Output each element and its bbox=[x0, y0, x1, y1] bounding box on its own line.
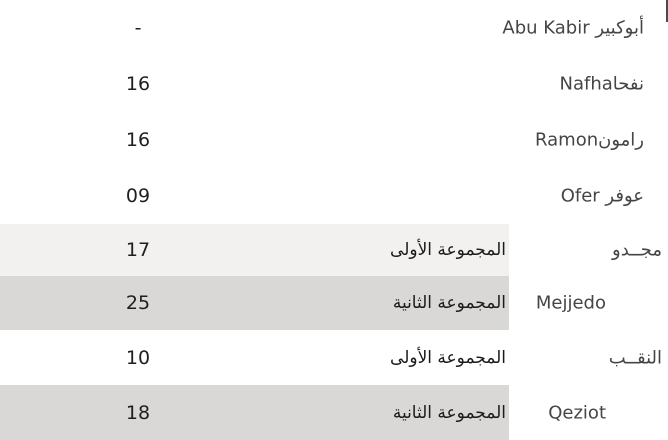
prison-name: رامونRamon bbox=[535, 129, 644, 151]
group-label: المجموعة الثانية bbox=[392, 293, 506, 313]
prison-name: Qeziot bbox=[548, 402, 606, 423]
count-value: 16 bbox=[125, 73, 151, 95]
count-value: 18 bbox=[125, 401, 151, 424]
row-band: المجموعة الأولى 10 bbox=[0, 330, 509, 385]
table-row: - أبوكبير Abu Kabir bbox=[0, 0, 668, 56]
prison-name: النقــب bbox=[608, 347, 662, 368]
count-value: 16 bbox=[125, 129, 151, 151]
count-value: 09 bbox=[125, 185, 151, 207]
scrollbar-thumb[interactable] bbox=[666, 0, 668, 22]
prison-name: Mejjedo bbox=[535, 292, 606, 314]
count-value: 17 bbox=[125, 239, 151, 261]
table-row: المجموعة الأولى 10 النقــب bbox=[0, 330, 668, 385]
table-row: 16 نفحاNafha bbox=[0, 56, 668, 112]
count-value: 25 bbox=[125, 292, 151, 314]
row-band: المجموعة الثانية 25 bbox=[0, 276, 509, 330]
group-label: المجموعة الأولى bbox=[390, 240, 506, 260]
row-band: المجموعة الثانية 18 bbox=[0, 385, 509, 440]
table-row: 16 رامونRamon bbox=[0, 112, 668, 168]
prison-name: مجــدو bbox=[612, 239, 662, 261]
table-row: 09 عوفر Ofer bbox=[0, 168, 668, 224]
prison-name: نفحاNafha bbox=[559, 73, 645, 95]
prison-name: عوفر Ofer bbox=[560, 185, 644, 207]
count-value: - bbox=[134, 17, 142, 39]
prison-name: أبوكبير Abu Kabir bbox=[502, 17, 644, 39]
group-label: المجموعة الثانية bbox=[392, 402, 506, 423]
row-band: المجموعة الأولى 17 bbox=[0, 224, 509, 276]
table-row: المجموعة الثانية 18 Qeziot bbox=[0, 385, 668, 440]
count-value: 10 bbox=[125, 346, 151, 369]
table-row: المجموعة الثانية 25 Mejjedo bbox=[0, 276, 668, 330]
table-row: المجموعة الأولى 17 مجــدو bbox=[0, 224, 668, 276]
group-label: المجموعة الأولى bbox=[390, 347, 506, 368]
